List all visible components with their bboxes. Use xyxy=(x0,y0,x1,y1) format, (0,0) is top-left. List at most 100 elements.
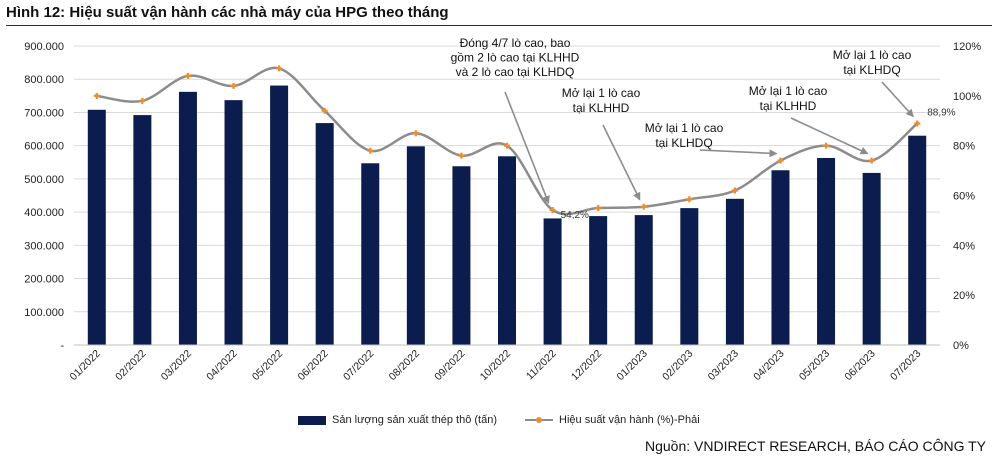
x-tick-label: 03/2023 xyxy=(706,348,741,383)
y-right-tick-label: 60% xyxy=(953,191,975,203)
annotation-line: Đóng 4/7 lò cao, bao xyxy=(460,36,571,50)
source-note: Nguồn: VNDIRECT RESEARCH, BÁO CÁO CÔNG T… xyxy=(644,438,986,454)
y-left-tick-label: 400.000 xyxy=(24,207,64,219)
x-tick-label: 11/2022 xyxy=(524,348,559,383)
bar xyxy=(634,215,653,345)
figure-title: Hình 12: Hiệu suất vận hành các nhà máy … xyxy=(6,4,449,21)
data-label: 88,9% xyxy=(927,107,955,118)
bar xyxy=(133,115,152,345)
x-tick-label: 02/2023 xyxy=(660,348,695,383)
x-tick-label: 01/2023 xyxy=(615,348,650,383)
line-point xyxy=(140,99,145,103)
x-tick-label: 05/2022 xyxy=(250,348,285,383)
y-left-tick-label: 300.000 xyxy=(24,240,64,252)
line-point xyxy=(687,197,692,202)
annotations: 54,2% 88,9% Đóng 4/7 lò cao, bao gồm 2 lò c… xyxy=(451,36,956,221)
annotation-arrow xyxy=(699,149,778,158)
data-label: 54,2% xyxy=(561,210,589,221)
bar xyxy=(543,218,562,345)
y-left-tick-label: 100.000 xyxy=(24,307,64,319)
annotation-arrow xyxy=(504,91,550,204)
x-tick-label: 07/2023 xyxy=(888,348,923,383)
legend-label-bars: Sản lượng sản xuất thép thô (tấn) xyxy=(332,414,498,426)
line-point xyxy=(641,204,646,209)
line-point xyxy=(824,143,828,148)
line-point xyxy=(322,108,327,113)
annotation-line: gồm 2 lò cao tại KLHHD xyxy=(451,51,580,65)
x-tick-label: 03/2022 xyxy=(159,348,194,383)
bar xyxy=(680,208,699,345)
line-point xyxy=(459,153,464,158)
bar xyxy=(87,109,106,345)
bar xyxy=(862,172,881,345)
bar-series xyxy=(87,85,927,345)
bar xyxy=(908,135,927,345)
x-tick-label: 05/2023 xyxy=(797,348,832,383)
x-tick-label: 04/2023 xyxy=(751,348,786,383)
annotation-line: tại KLHHD xyxy=(573,101,630,115)
bar xyxy=(315,123,334,345)
bar xyxy=(178,91,197,345)
bar xyxy=(725,198,744,345)
x-tick-label: 09/2022 xyxy=(432,348,467,383)
bar xyxy=(817,157,836,345)
chart: - 100.000 200.000 300.000 400.000 500.000 600.… xyxy=(24,36,981,383)
bar xyxy=(589,216,608,345)
annotation-arrow xyxy=(790,117,869,155)
line-point xyxy=(550,208,555,212)
line-point xyxy=(778,158,783,163)
line-point xyxy=(368,148,373,153)
x-tick-label: 08/2022 xyxy=(387,348,422,383)
x-tick-label: 01/2022 xyxy=(68,348,103,383)
y-right-tick-label: 20% xyxy=(953,290,975,302)
line-point xyxy=(915,121,920,126)
legend: Sản lượng sản xuất thép thô (tấn) Hiệu s… xyxy=(298,414,728,426)
x-tick-label: 06/2023 xyxy=(842,348,877,383)
annotation-text: Mở lại 1 lò cao tại KLHHD xyxy=(749,84,828,113)
annotation-arrow xyxy=(881,81,914,118)
annotation-line: Mở lại 1 lò cao xyxy=(749,84,828,98)
bar xyxy=(270,85,289,345)
y-left-tick-label: 800.000 xyxy=(24,74,64,86)
legend-item-line: Hiệu suất vận hành (%)-Phải xyxy=(525,414,700,426)
line-series xyxy=(93,65,921,216)
bar xyxy=(406,146,425,345)
legend-item-bars: Sản lượng sản xuất thép thô (tấn) xyxy=(298,414,497,426)
x-tick-label: 07/2022 xyxy=(341,348,376,383)
y-left-tick-label: 600.000 xyxy=(24,141,64,153)
bar xyxy=(361,163,380,345)
annotation-line: Mở lại 1 lò cao xyxy=(562,86,641,100)
legend-bar-swatch xyxy=(298,415,326,425)
line-point xyxy=(505,143,509,148)
line-point xyxy=(869,158,874,163)
y-right-tick-label: 80% xyxy=(953,141,975,153)
bar xyxy=(224,100,243,345)
y-right-tick-label: 0% xyxy=(953,340,969,352)
y-right-tick-label: 100% xyxy=(953,91,981,103)
line-point xyxy=(414,131,418,136)
y-left-tick-label: 700.000 xyxy=(24,107,64,119)
line-point xyxy=(277,66,281,71)
line-point xyxy=(733,188,737,193)
x-tick-label: 12/2022 xyxy=(569,348,604,383)
annotation-line: Mở lại 1 lò cao xyxy=(833,48,912,62)
x-tick-label: 02/2022 xyxy=(113,348,148,383)
annotation-text: Đóng 4/7 lò cao, bao gồm 2 lò cao tại KLH… xyxy=(451,36,580,79)
legend-label-line: Hiệu suất vận hành (%)-Phải xyxy=(559,414,700,426)
y-left-tick-label: 500.000 xyxy=(24,174,64,186)
bar xyxy=(452,166,471,345)
annotation-line: tại KLHDQ xyxy=(843,63,900,77)
line-point xyxy=(596,206,600,210)
annotation-text: Mở lại 1 lò cao tại KLHHD xyxy=(562,86,641,115)
y-right-tick-label: 40% xyxy=(953,240,975,252)
line-point xyxy=(231,84,236,88)
bar xyxy=(771,170,790,345)
annotation-line: và 2 lò cao tại KLHDQ xyxy=(456,65,575,79)
line-point xyxy=(186,74,190,78)
bar xyxy=(498,156,516,345)
annotation-text: Mở lại 1 lò cao tại KLHDQ xyxy=(645,121,724,150)
title-divider xyxy=(6,25,992,26)
annotation-text: Mở lại 1 lò cao tại KLHDQ xyxy=(833,48,912,77)
y-left-tick-label: 900.000 xyxy=(24,41,64,53)
annotation-line: tại KLHHD xyxy=(760,99,817,113)
